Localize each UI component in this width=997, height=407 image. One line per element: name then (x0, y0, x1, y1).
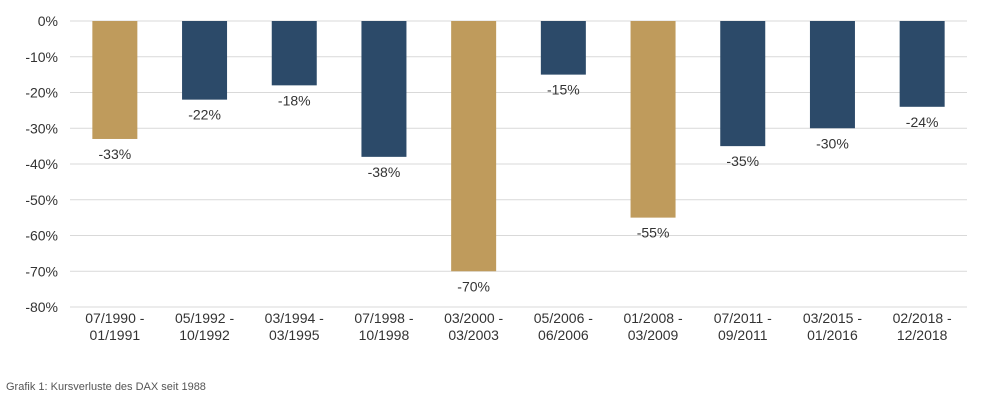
x-tick-label: 03/2015 - (803, 310, 862, 326)
y-tick-label: -20% (25, 85, 58, 101)
data-label: -30% (816, 135, 849, 151)
x-tick-label: 03/2000 - (444, 310, 503, 326)
data-label: -70% (457, 278, 490, 294)
data-label: -35% (726, 153, 759, 169)
bar (182, 21, 228, 100)
data-labels: -33% -22% -18% -38% -70% -15% -55% -35% -30% -24% (99, 82, 939, 295)
y-axis: 0% -10% -20% -30% -40% -50% -60% -70% -80% (25, 13, 58, 315)
x-tick-label: 10/1992 (179, 327, 230, 343)
bar (630, 21, 676, 218)
y-tick-label: 0% (38, 13, 58, 29)
y-tick-label: -50% (25, 192, 58, 208)
x-tick-label: 03/1995 (269, 327, 320, 343)
x-tick-label: 05/1992 - (175, 310, 234, 326)
x-tick-label: 01/2016 (807, 327, 858, 343)
y-tick-label: -60% (25, 228, 58, 244)
y-tick-label: -30% (25, 120, 58, 136)
x-axis: 07/1990 -01/1991 05/1992 -10/1992 03/1994 … (85, 310, 952, 343)
bar (361, 21, 407, 157)
bar (899, 21, 945, 107)
x-tick-label: 01/2008 - (623, 310, 682, 326)
bar (540, 21, 586, 75)
x-tick-label: 03/2003 (448, 327, 499, 343)
bar (720, 21, 766, 147)
y-tick-label: -80% (25, 299, 58, 315)
data-label: -15% (547, 82, 580, 98)
bars (92, 21, 945, 272)
data-label: -24% (906, 114, 939, 130)
x-tick-label: 03/2009 (628, 327, 679, 343)
y-tick-label: -10% (25, 49, 58, 65)
x-tick-label: 05/2006 - (534, 310, 593, 326)
bar (451, 21, 497, 272)
x-tick-label: 06/2006 (538, 327, 589, 343)
x-tick-label: 07/1990 - (85, 310, 144, 326)
data-label: -18% (278, 92, 311, 108)
x-tick-label: 03/1994 - (265, 310, 324, 326)
x-tick-label: 07/1998 - (354, 310, 413, 326)
bar (271, 21, 317, 86)
data-label: -22% (188, 107, 221, 123)
bar (809, 21, 855, 129)
x-tick-label: 01/1991 (90, 327, 141, 343)
data-label: -33% (99, 146, 132, 162)
bar (92, 21, 138, 139)
x-tick-label: 12/2018 (897, 327, 948, 343)
chart-caption: Grafik 1: Kursverluste des DAX seit 1988 (6, 381, 206, 393)
data-label: -55% (637, 225, 670, 241)
y-tick-label: -70% (25, 263, 58, 279)
x-tick-label: 10/1998 (359, 327, 410, 343)
data-label: -38% (368, 164, 401, 180)
x-tick-label: 09/2011 (718, 327, 768, 343)
x-tick-label: 02/2018 - (893, 310, 952, 326)
y-tick-label: -40% (25, 156, 58, 172)
x-tick-label: 07/2011 - (714, 310, 772, 326)
